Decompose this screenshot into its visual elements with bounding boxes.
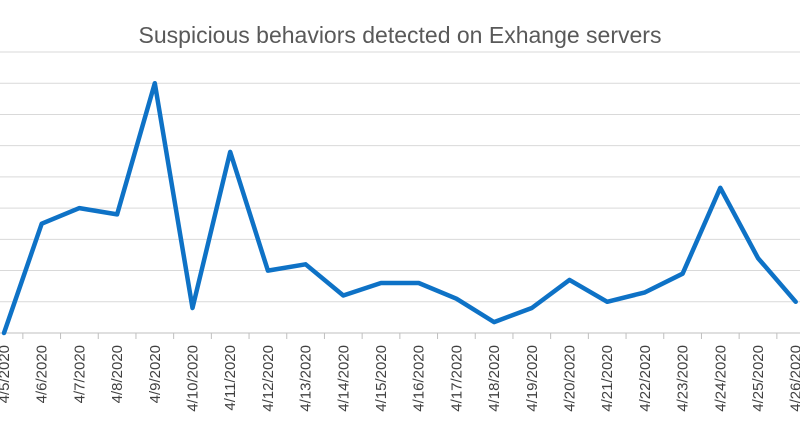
series-layer	[1, 80, 798, 336]
x-tick-label: 4/18/2020	[486, 345, 503, 412]
x-tick-label: 4/23/2020	[675, 345, 692, 412]
x-tick-label: 4/12/2020	[260, 345, 277, 412]
x-tick-label: 4/15/2020	[373, 345, 390, 412]
x-tick-label: 4/6/2020	[34, 345, 51, 403]
gridlines	[0, 51, 800, 303]
x-tick-label: 4/10/2020	[185, 345, 202, 412]
x-tick-label: 4/7/2020	[71, 345, 88, 403]
x-axis: 4/5/2020 4/6/2020 4/7/2020 4/8/2020 4/9/2020…	[0, 332, 800, 412]
x-tick-label: 4/21/2020	[599, 345, 616, 412]
chart-title: Suspicious behaviors detected on Exhange…	[138, 22, 662, 48]
x-tick-label: 4/24/2020	[712, 345, 729, 412]
x-tick-label: 4/22/2020	[637, 345, 654, 412]
x-tick-label: 4/25/2020	[750, 345, 767, 412]
x-tick-label: 4/17/2020	[448, 345, 465, 412]
x-tick-label: 4/20/2020	[562, 345, 579, 412]
x-tick-label: 4/9/2020	[147, 345, 164, 403]
x-tick-label: 4/13/2020	[298, 345, 315, 412]
x-tick-label: 4/19/2020	[524, 345, 541, 412]
series-line	[1, 80, 798, 336]
x-tick-label: 4/14/2020	[335, 345, 352, 412]
x-tick-label: 4/16/2020	[411, 345, 428, 412]
x-tick-label: 4/11/2020	[222, 345, 239, 411]
x-tick-label: 4/5/2020	[0, 345, 13, 403]
x-tick-label: 4/26/2020	[788, 345, 800, 412]
x-tick-label: 4/8/2020	[109, 345, 126, 403]
